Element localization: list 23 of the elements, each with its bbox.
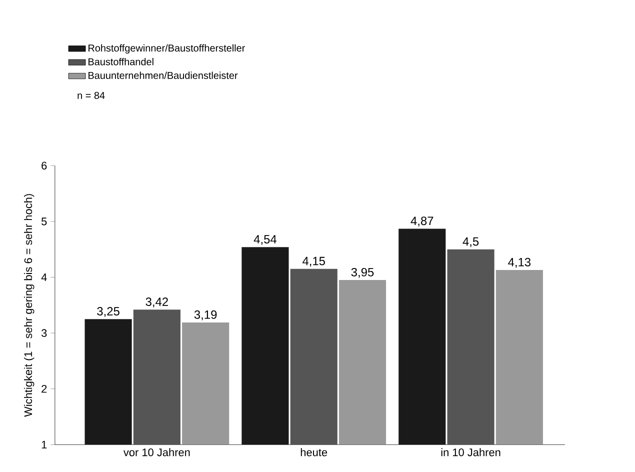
data-label: 4,54 <box>254 235 276 245</box>
x-tick-label: vor 10 Jahren <box>123 448 190 456</box>
legend-label: Rohstoffgewinner/Baustoffhersteller <box>88 44 246 54</box>
legend-label: Bauunternehmen/Baudienstleister <box>88 72 238 79</box>
x-tick-label: in 10 Jahren <box>441 448 500 456</box>
y-tick-label: 3 <box>41 329 47 337</box>
data-label: 4,13 <box>508 258 531 268</box>
legend-label: Baustoffhandel <box>88 58 154 66</box>
y-tick-label: 5 <box>42 218 47 226</box>
y-tick-label: 4 <box>41 273 47 282</box>
text: n = 84 <box>78 92 105 99</box>
data-label: 4,15 <box>302 256 325 267</box>
y-tick-label: 6 <box>42 162 47 170</box>
x-tick-label: heute <box>300 448 328 456</box>
data-label: 3,95 <box>351 268 374 278</box>
data-label: 3,19 <box>194 310 217 320</box>
y-tick-label: 1 <box>42 440 47 448</box>
y-tick-label: 2 <box>42 385 47 393</box>
y-axis-title: Wichtigkeit (1 = sehr gering bis 6 = sehr hoch) <box>24 194 34 417</box>
data-label: 3,25 <box>97 307 120 317</box>
data-label: 4,87 <box>410 216 434 227</box>
data-label: 4,5 <box>462 237 479 248</box>
data-label: 3,42 <box>146 298 168 308</box>
